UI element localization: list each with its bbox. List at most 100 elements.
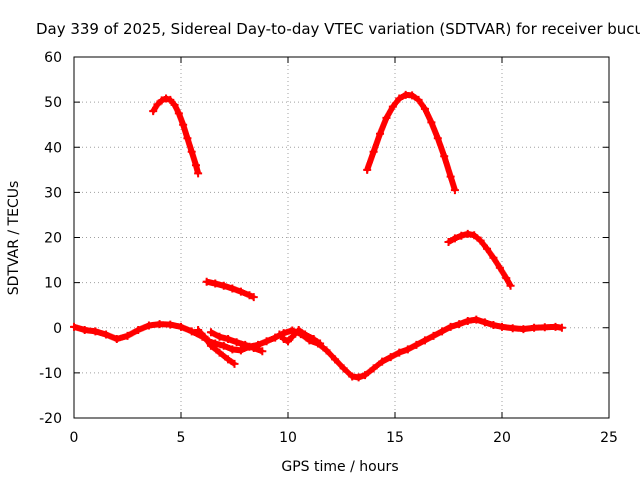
data-point [149,107,158,116]
data-point [194,326,203,335]
y-tick-label: -10 [39,366,62,382]
data-point [155,320,164,329]
data-point [162,94,171,103]
data-point [508,324,517,333]
data-point [112,335,121,344]
data-point [309,335,318,344]
data-point [200,332,209,341]
data-point [444,238,453,247]
data-point [258,347,267,356]
data-point [206,328,215,337]
data-point [438,327,447,336]
data-point [530,323,539,332]
data-point [179,120,188,129]
data-point [388,102,397,111]
data-point [194,169,203,178]
data-point [386,353,395,362]
data-point [80,326,89,335]
data-point [429,331,438,340]
x-axis-label: GPS time / hours [281,459,398,475]
data-point [288,332,297,341]
data-point [228,345,237,354]
data-point [236,346,245,355]
data-point [202,277,211,286]
series-arc-7 [206,328,267,356]
data-point [316,339,325,348]
y-tick-label: 40 [44,140,62,156]
data-point [433,134,442,143]
data-point [187,327,196,336]
x-tick-label: 20 [493,430,511,446]
data-point [232,338,241,347]
data-point [102,330,111,339]
data-point [378,357,387,366]
data-point [463,316,472,325]
data-point [382,113,391,122]
data-point [236,287,245,296]
data-point [91,327,100,336]
data-point [403,345,412,354]
data-point [480,318,489,327]
series-arc-3 [363,90,459,195]
x-tick-label: 5 [177,430,186,446]
data-point [294,326,303,335]
data-point [230,359,239,368]
data-point [540,323,549,332]
data-point [219,281,228,290]
data-point [123,331,132,340]
data-point [224,335,233,344]
data-point [369,364,378,373]
data-point [174,109,183,118]
data-point [408,91,417,100]
data-point [271,333,280,342]
data-point [506,281,515,290]
data-point [70,322,78,331]
data-point [472,315,481,324]
data-point [489,253,498,262]
data-point [450,234,459,243]
data-point [177,322,185,331]
data-point [183,134,192,143]
y-tick-label: 60 [44,50,62,66]
x-tick-label: 0 [70,430,79,446]
series-arc-6 [194,326,239,368]
grid-lines [74,57,609,418]
series-arc-8 [275,326,325,348]
data-point [170,100,179,109]
data-point [219,341,228,350]
series-arc-5 [70,315,566,382]
chart-title: Day 339 of 2025, Sidereal Day-to-day VTE… [36,20,640,38]
data-point [153,100,162,109]
y-tick-label: 50 [44,95,62,111]
data-point [339,364,348,373]
data-point [211,279,220,288]
data-point [412,340,421,349]
data-point [228,284,237,293]
data-point [495,263,504,272]
series-arc-2 [202,277,258,302]
axis-ticks: 0 5 10 15 20 25 -20 -10 0 10 20 30 40 50 60 [39,50,618,446]
data-point [322,346,331,355]
x-tick-label: 10 [279,430,297,446]
data-point [361,371,370,380]
series-arc-4 [444,229,515,290]
data-point [470,231,479,240]
data-point [144,321,153,330]
data-point [354,373,363,382]
data-point [502,274,511,283]
data-point [301,330,310,339]
data-point [215,348,224,357]
x-tick-label: 15 [386,430,404,446]
y-tick-label: 0 [53,321,62,337]
data-point [363,165,372,174]
data-point [215,332,224,341]
data-point [457,231,466,240]
data-point [450,186,459,195]
data-points [70,90,566,382]
data-point [241,340,250,349]
data-point [157,96,166,105]
data-point [446,322,455,331]
y-axis-label: SDTVAR / TECUs [6,181,22,296]
data-point [395,94,404,103]
